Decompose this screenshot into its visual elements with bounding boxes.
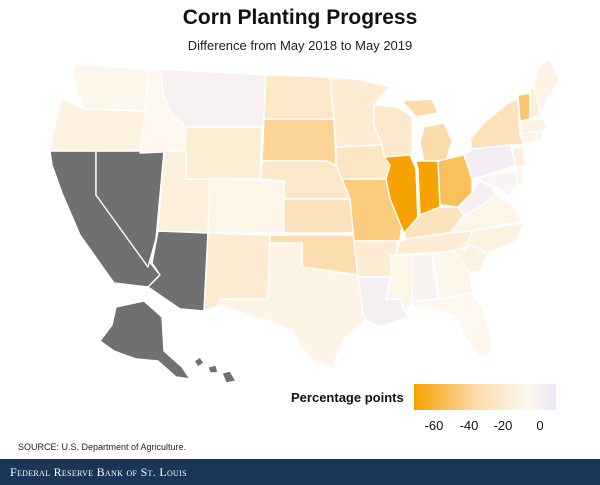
legend-tick: -60 xyxy=(424,418,444,433)
footer-banner: Federal Reserve Bank of St. Louis xyxy=(0,459,600,485)
state-wy xyxy=(183,126,263,180)
state-wa xyxy=(71,64,149,112)
state-sd xyxy=(261,118,337,166)
state-wv xyxy=(457,180,497,216)
state-hi xyxy=(193,356,237,384)
state-ma xyxy=(519,118,549,134)
footer-label: Federal Reserve Bank of St. Louis xyxy=(10,465,187,479)
state-co xyxy=(207,178,285,234)
legend-tick: -40 xyxy=(459,418,479,433)
state-tx xyxy=(219,242,367,368)
state-ny xyxy=(469,98,525,150)
state-nj xyxy=(511,146,527,168)
state-az xyxy=(147,230,209,312)
legend-color-scale xyxy=(414,384,556,410)
state-de xyxy=(515,164,525,186)
source-note: SOURCE: U.S. Department of Agriculture. xyxy=(18,442,187,452)
state-vt xyxy=(517,92,531,122)
state-ks xyxy=(283,198,355,234)
state-fl xyxy=(417,292,493,358)
state-ia xyxy=(335,144,391,180)
legend-ticks: -60 -40 -20 0 xyxy=(0,418,600,436)
legend-title: Percentage points xyxy=(291,390,404,405)
us-choropleth-map xyxy=(49,58,560,384)
state-nd xyxy=(263,74,335,120)
state-ri xyxy=(535,130,543,142)
state-in xyxy=(415,160,441,216)
map-subtitle: Difference from May 2018 to May 2019 xyxy=(187,38,413,53)
state-ak xyxy=(99,300,191,380)
legend-tick: 0 xyxy=(536,418,544,433)
map-title: Corn Planting Progress xyxy=(182,6,418,29)
state-me xyxy=(533,58,560,114)
legend-tick: -20 xyxy=(493,418,513,433)
state-mt xyxy=(159,68,267,128)
